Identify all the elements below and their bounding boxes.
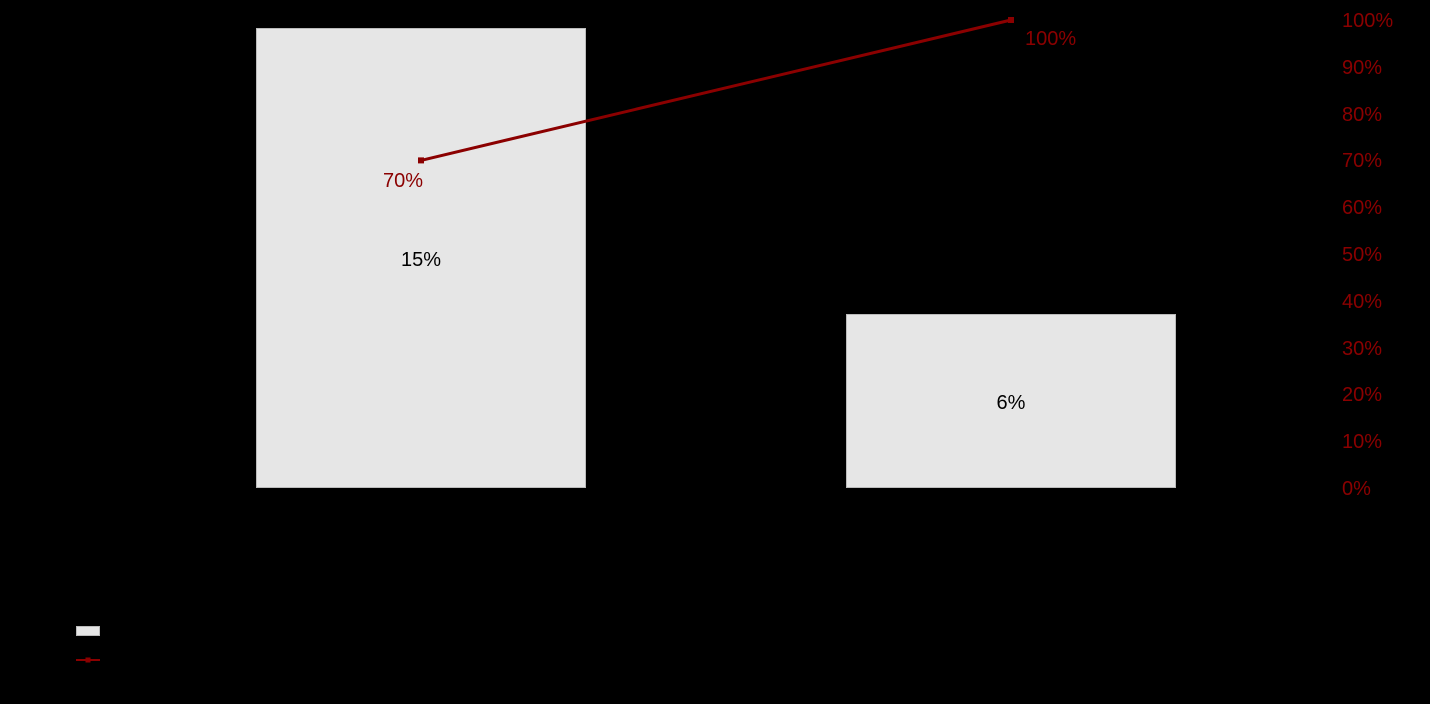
y2-tick-60: 60% [1342, 197, 1382, 220]
y2-tick-90: 90% [1342, 57, 1382, 80]
bar-0: 15% [256, 28, 586, 488]
bar-1: 6% [846, 314, 1176, 488]
bar-label-1: 6% [847, 392, 1175, 415]
cumulative-label-0: 70% [383, 170, 423, 193]
cumulative-label-1: 100% [1025, 28, 1076, 51]
legend-swatch-line-marker [86, 658, 91, 663]
legend-swatch-bar [76, 626, 100, 636]
bar-label-0: 15% [257, 249, 585, 272]
y2-tick-80: 80% [1342, 104, 1382, 127]
pareto-chart: 15%6% 100%90%80%70%60%50%40%30%20%10%0% … [0, 0, 1430, 704]
y2-tick-30: 30% [1342, 338, 1382, 361]
cumulative-line-layer [0, 0, 1430, 704]
y2-tick-50: 50% [1342, 244, 1382, 267]
y2-tick-20: 20% [1342, 384, 1382, 407]
y2-tick-0: 0% [1342, 478, 1371, 501]
y2-tick-70: 70% [1342, 150, 1382, 173]
y2-tick-100: 100% [1342, 10, 1393, 33]
y2-tick-40: 40% [1342, 291, 1382, 314]
y2-tick-10: 10% [1342, 431, 1382, 454]
cumulative-marker-1 [1008, 17, 1014, 23]
